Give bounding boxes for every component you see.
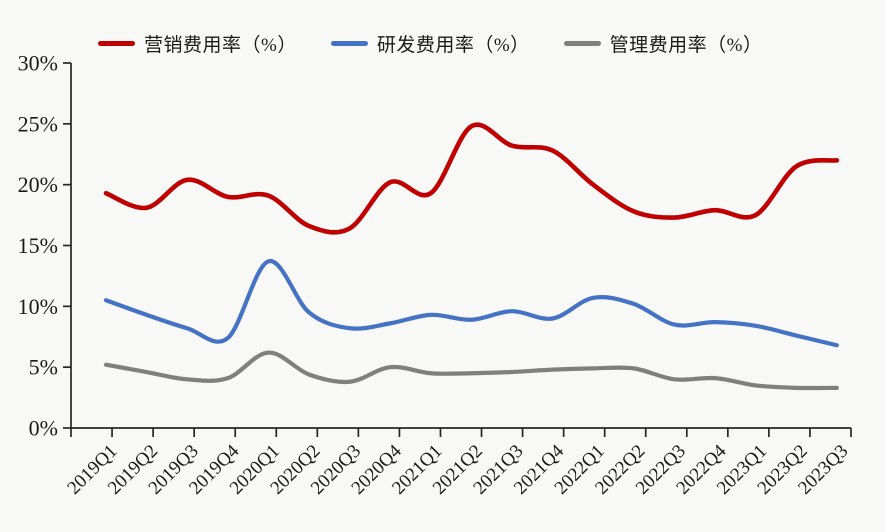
- y-axis-tick-label: 15%: [18, 233, 58, 258]
- y-axis-tick-label: 20%: [18, 172, 58, 197]
- y-axis-tick-label: 30%: [18, 51, 58, 76]
- legend-item-admin-expense: 管理费用率（%）: [563, 30, 763, 57]
- legend-line-swatch-rd: [330, 41, 368, 46]
- series-line-rd-expense-ratio: [103, 259, 839, 348]
- legend-item-marketing-expense: 营销费用率（%）: [98, 30, 297, 57]
- y-axis-tick-label: 10%: [18, 294, 58, 319]
- legend-label-admin: 管理费用率（%）: [609, 35, 763, 56]
- chart-legend: 营销费用率（%） 研发费用率（%） 管理费用率（%）: [98, 30, 762, 57]
- series-line-marketing-expense-ratio: [103, 122, 840, 235]
- series-line-admin-expense-ratio: [103, 350, 839, 391]
- legend-label-marketing: 营销费用率（%）: [144, 35, 297, 56]
- legend-line-swatch-marketing: [98, 41, 135, 46]
- legend-label-rd: 研发费用率（%）: [376, 35, 530, 56]
- legend-line-swatch-admin: [563, 41, 601, 46]
- y-axis-tick-label: 5%: [29, 355, 58, 380]
- y-axis-tick-label: 25%: [18, 111, 58, 136]
- legend-item-rd-expense: 研发费用率（%）: [330, 30, 530, 57]
- y-axis-tick-label: 0%: [29, 416, 58, 441]
